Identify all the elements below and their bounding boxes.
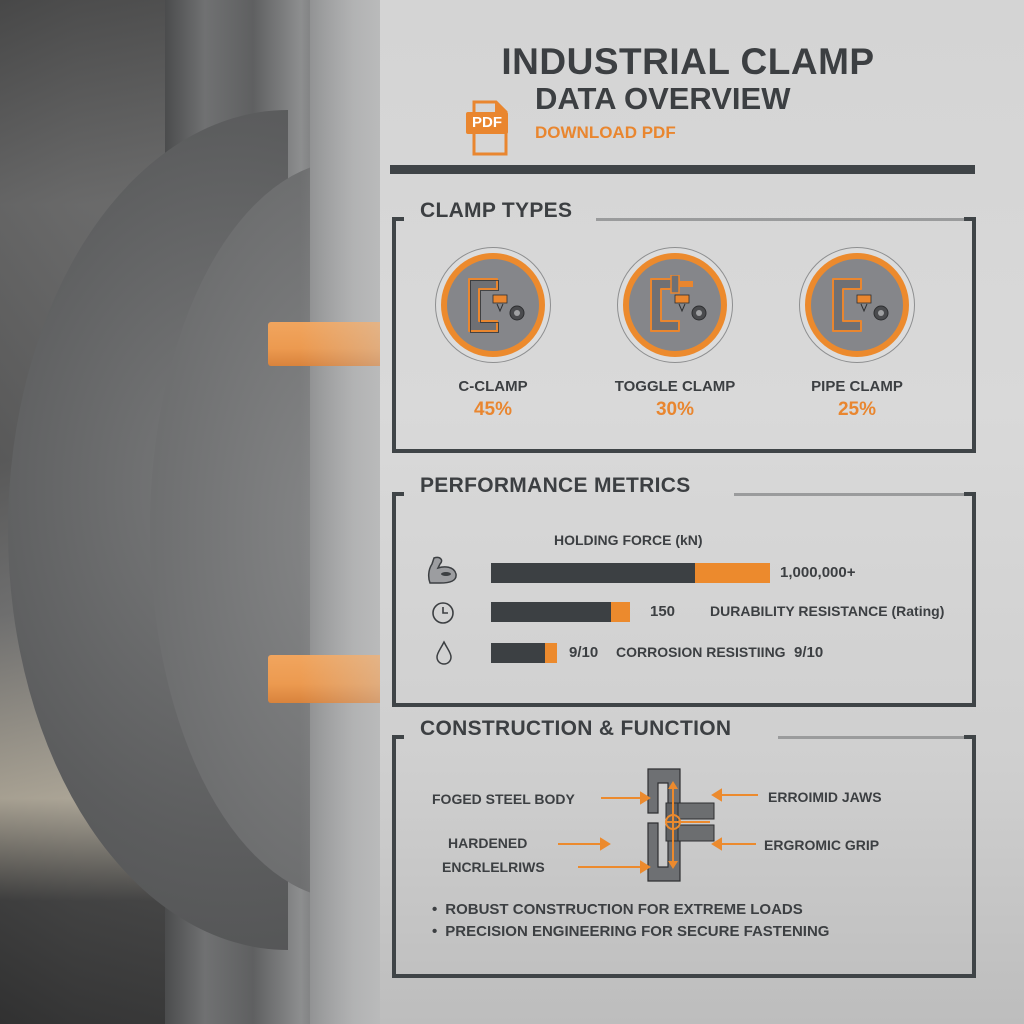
clamp-type-label: TOGGLE CLAMP xyxy=(614,378,736,395)
bar-dark-segment xyxy=(491,643,545,663)
feature-bullet-list: ROBUST CONSTRUCTION FOR EXTREME LOADS PR… xyxy=(432,899,829,943)
metric-header: HOLDING FORCE (kN) xyxy=(554,532,703,548)
muscle-arm-icon xyxy=(427,556,457,584)
frame-top-line xyxy=(596,218,964,221)
frame-corner xyxy=(964,735,976,739)
frame-corner xyxy=(392,492,404,496)
durability-value: 150 xyxy=(650,603,676,620)
frame-corner xyxy=(392,735,404,739)
bar-accent-segment xyxy=(545,643,557,663)
section-title: PERFORMANCE METRICS xyxy=(420,474,691,497)
feature-bullet: ROBUST CONSTRUCTION FOR EXTREME LOADS xyxy=(432,899,829,921)
download-pdf-link[interactable]: DOWNLOAD PDF xyxy=(535,123,676,142)
page-title: INDUSTRIAL CLAMP xyxy=(501,41,875,82)
callout-arrows xyxy=(558,788,758,874)
bar-accent-segment xyxy=(695,563,770,583)
frame-top-line xyxy=(778,736,964,739)
clamp-type-label: C-CLAMP xyxy=(458,378,528,395)
holding-force-bar xyxy=(491,563,770,583)
clamp-type-percent: 45% xyxy=(473,399,513,420)
header-divider xyxy=(390,165,975,174)
clamp-type-ring-inner xyxy=(623,253,727,357)
section-title: CLAMP TYPES xyxy=(420,199,573,222)
clamp-cross-section-diagram xyxy=(647,768,715,882)
clamp-type-label: PIPE CLAMP xyxy=(811,378,903,395)
performance-metrics-section: PERFORMANCE METRICS HOLDING FORCE (kN) 1… xyxy=(392,474,976,707)
toggle-clamp-icon xyxy=(650,275,707,332)
metric-row-holding-force: 1,000,000+ xyxy=(396,556,972,584)
holding-force-value: 1,000,000+ xyxy=(780,564,856,581)
clamp-types-section: CLAMP TYPES C-CLAMP 45% xyxy=(392,199,976,453)
durability-label: DURABILITY RESISTANCE (Rating) xyxy=(710,603,945,619)
metric-row-durability: 150 DURABILITY RESISTANCE (Rating) xyxy=(396,601,972,624)
clamp-type-ring-inner xyxy=(441,253,545,357)
clamp-type-percent: 25% xyxy=(837,399,877,420)
clamp-type-card-toggle-clamp[interactable]: TOGGLE CLAMP 30% xyxy=(600,247,750,421)
bar-accent-segment xyxy=(611,602,630,622)
page-subtitle: DATA OVERVIEW xyxy=(535,81,791,116)
clamp-type-ring-inner xyxy=(805,253,909,357)
pipe-clamp-icon xyxy=(832,278,889,332)
callout-screws: ENCRLELRIWS xyxy=(442,859,545,875)
frame-corner xyxy=(964,217,976,221)
bar-dark-segment xyxy=(491,563,695,583)
bar-dark-segment xyxy=(491,602,611,622)
frame-corner xyxy=(964,492,976,496)
clamp-type-ring xyxy=(799,247,915,363)
callout-forged-steel-body: FOGED STEEL BODY xyxy=(432,791,575,807)
construction-function-section: CONSTRUCTION & FUNCTION FOGED STEEL BOD xyxy=(392,717,976,978)
clock-icon xyxy=(432,602,454,624)
frame-corner xyxy=(392,217,404,221)
frame-top-line xyxy=(734,493,964,496)
callout-ergonomic-grip: ERGROMIC GRIP xyxy=(764,837,880,853)
c-clamp-icon xyxy=(468,278,525,333)
callout-jaws: ERROIMID JAWS xyxy=(768,789,882,805)
water-drop-icon xyxy=(436,640,452,665)
corrosion-label: CORROSION RESISTIING xyxy=(616,644,786,660)
pdf-badge: PDF xyxy=(466,112,508,134)
clamp-type-card-c-clamp[interactable]: C-CLAMP 45% xyxy=(418,247,568,421)
clamp-photo xyxy=(0,0,420,1024)
corrosion-bar xyxy=(491,643,557,663)
feature-bullet: PRECISION ENGINEERING FOR SECURE FASTENI… xyxy=(432,921,829,943)
clamp-type-ring xyxy=(617,247,733,363)
corrosion-value: 9/10 xyxy=(569,644,599,661)
info-panel: INDUSTRIAL CLAMP DATA OVERVIEW PDF DOWNL… xyxy=(380,0,1024,1024)
metric-row-corrosion: 9/10 CORROSION RESISTIING 9/10 xyxy=(396,640,972,665)
section-title: CONSTRUCTION & FUNCTION xyxy=(420,717,732,740)
corrosion-value-secondary: 9/10 xyxy=(794,644,824,661)
clamp-type-percent: 30% xyxy=(655,399,695,420)
clamp-type-ring xyxy=(435,247,551,363)
clamp-type-card-pipe-clamp[interactable]: PIPE CLAMP 25% xyxy=(782,247,932,421)
durability-bar xyxy=(491,602,630,622)
pdf-file-icon[interactable]: PDF xyxy=(466,100,512,156)
callout-hardened: HARDENED xyxy=(448,835,528,851)
